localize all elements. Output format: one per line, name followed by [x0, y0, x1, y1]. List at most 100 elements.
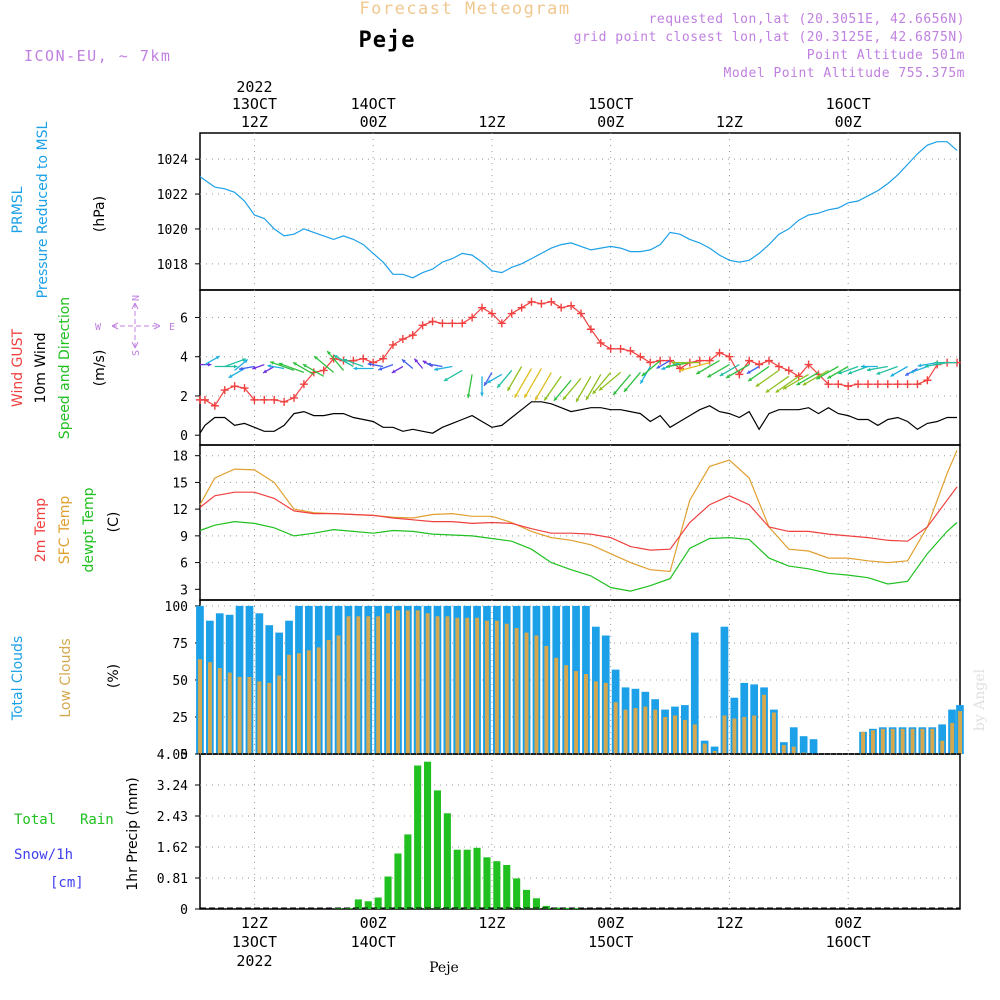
low-cloud-bar [920, 728, 925, 754]
bottom-time-label: 13OCT [232, 933, 277, 951]
low-clouds-label: Low Clouds [58, 638, 74, 717]
gust-marker [497, 319, 506, 328]
bottom-time-label: 12Z [241, 914, 268, 932]
dewpt-line [199, 520, 958, 592]
low-cloud-bar [386, 613, 390, 754]
bottom-time-label: 2022 [236, 952, 272, 970]
low-cloud-bar [455, 617, 460, 754]
gust-marker [626, 346, 635, 355]
gust-marker [290, 393, 299, 402]
wind-arrow-head [802, 381, 807, 386]
wind-arrow-head [576, 398, 580, 402]
wind-arrow-head [860, 364, 865, 369]
wind-unit: (m/s) [92, 350, 108, 387]
low-cloud-bar [702, 743, 707, 754]
wind-arrow [837, 365, 859, 375]
gust-marker [398, 335, 407, 344]
y-tick-label: 100 [165, 600, 188, 615]
y-tick-label: 15 [172, 476, 188, 491]
wind-arrow-head [215, 356, 220, 360]
compass-west: W [95, 322, 102, 333]
gust-label: Wind GUST [10, 328, 26, 407]
temp-label: 2m Temp [33, 498, 49, 562]
gust-marker [507, 309, 516, 318]
low-cloud-bar [752, 715, 757, 754]
rain-bar [572, 908, 580, 909]
wind-arrow-head [414, 358, 419, 363]
wind-arrow-head [783, 385, 787, 390]
wind-arrow-head [613, 391, 617, 395]
rain-bar [463, 849, 471, 909]
wind-arrow [802, 369, 829, 386]
low-cloud-bar [415, 610, 420, 754]
low-cloud-bar [643, 706, 648, 754]
low-cloud-bar [584, 674, 588, 754]
gust-marker [893, 380, 902, 389]
gust-marker [586, 325, 595, 334]
low-cloud-bar [880, 728, 885, 754]
gust-marker [428, 317, 437, 326]
rain-bar [473, 847, 481, 909]
wind-arrow [534, 372, 552, 401]
wind-arrow-head [679, 367, 684, 372]
wind-arrow-head [562, 396, 567, 400]
gust-marker [725, 352, 734, 361]
wind-arrow-head [314, 356, 319, 360]
gust-marker [755, 360, 764, 369]
wind-arrow-head [507, 386, 511, 391]
top-time-label: 00Z [360, 113, 387, 131]
wind-arrow-head [816, 375, 821, 380]
wind-arrow-head [293, 362, 297, 366]
low-cloud-bar [712, 751, 717, 754]
wind-arrow-head [434, 367, 438, 371]
wind-arrow-head [487, 379, 492, 383]
gust-marker [408, 331, 417, 340]
total-cloud-bar [690, 632, 699, 754]
low-cloud-bar [574, 671, 578, 754]
wind-arrow [585, 374, 602, 401]
footer-location: Peje [429, 960, 459, 976]
total-cloud-bar [789, 727, 798, 754]
low-cloud-bar [564, 665, 569, 754]
panel-frame [199, 444, 961, 601]
y-tick-label: 1.62 [157, 841, 188, 856]
low-cloud-bar [425, 613, 430, 754]
gust-marker [854, 380, 863, 389]
top-time-label: 13OCT [232, 95, 277, 113]
wind-arrow-head [422, 360, 427, 365]
gust-marker [319, 366, 328, 375]
wind-arrow-head [666, 364, 670, 368]
low-cloud-bar [772, 712, 776, 754]
gust-marker [784, 366, 793, 375]
low-cloud-bar [673, 715, 677, 754]
rain-bar [354, 899, 362, 909]
wind-arrow [641, 360, 661, 377]
low-cloud-bar [465, 617, 470, 754]
compass-south: S [131, 350, 142, 356]
model-altitude: Model Point Altitude 755.375m [724, 66, 965, 81]
rain-bar [404, 834, 412, 909]
low-cloud-bar [613, 702, 618, 754]
y-tick-label: 2.43 [157, 810, 188, 825]
low-cloud-bar [742, 717, 747, 754]
wind-arrow-head [267, 364, 272, 368]
low-cloud-bar [524, 632, 529, 754]
gridpoint-coordinates: grid point closest lon,lat (20.3125E, 42… [574, 30, 965, 45]
low-cloud-bar [514, 628, 519, 754]
wind-arrow-head [391, 369, 396, 373]
gust-marker [270, 395, 279, 404]
gust-marker [715, 348, 724, 357]
wind-arrow [278, 362, 305, 374]
low-cloud-bar [633, 708, 638, 754]
y-tick-label: 75 [172, 637, 188, 652]
top-time-label: 12Z [478, 113, 505, 131]
wind-arrow-head [586, 396, 590, 400]
gust-marker [695, 356, 704, 365]
wind-arrow [725, 364, 750, 379]
wind-arrow [443, 369, 463, 382]
wind-arrow-head [640, 379, 644, 384]
wind-arrow [333, 354, 354, 368]
top-time-label: 12Z [716, 113, 743, 131]
wind-arrow [679, 361, 710, 372]
gust-marker [260, 395, 269, 404]
